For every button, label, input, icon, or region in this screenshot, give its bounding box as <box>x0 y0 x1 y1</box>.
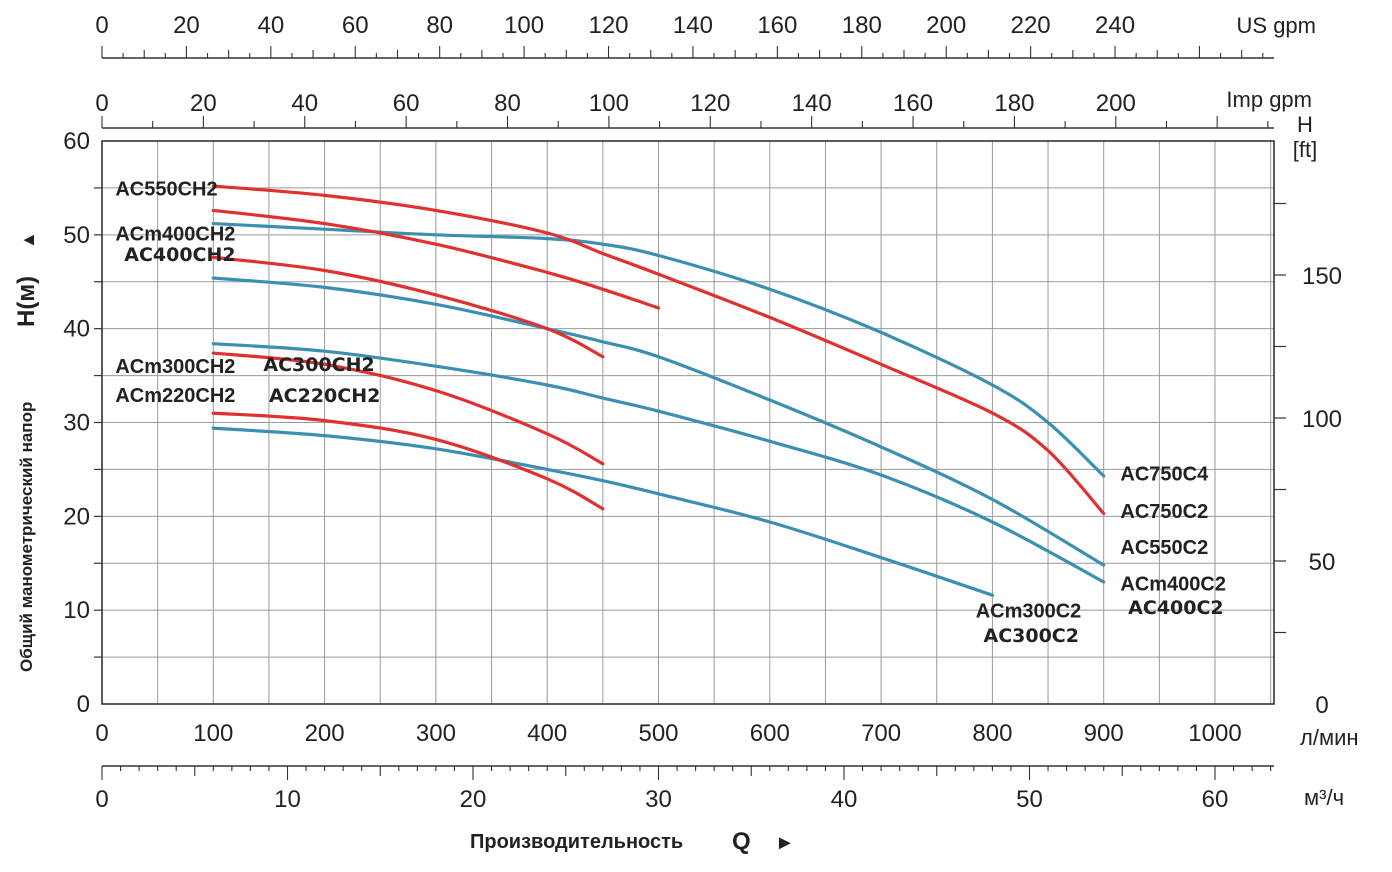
m3h-unit: м³/ч <box>1304 785 1344 810</box>
m3h-tick-label: 10 <box>274 786 301 813</box>
m3h-tick-label: 60 <box>1202 786 1229 813</box>
impgpm-tick-label: 100 <box>589 90 629 117</box>
usgpm-tick-label: 200 <box>926 12 966 39</box>
x-lmin-tick-label: 300 <box>416 720 456 747</box>
ft-tick-label: 50 <box>1309 549 1336 576</box>
y-tick-label: 40 <box>63 316 90 343</box>
curve-label-acm300ch2: ACm300CH2 <box>115 356 235 378</box>
usgpm-tick-label: 40 <box>257 12 284 39</box>
y-axis-arrow: ▲ <box>18 231 38 249</box>
usgpm-tick-label: 60 <box>342 12 369 39</box>
x-lmin-tick-label: 100 <box>193 720 233 747</box>
y-tick-label: 0 <box>77 691 90 718</box>
x-axis-arrow: ► <box>775 832 795 854</box>
y-axis-title: Общий манометрический напор <box>17 402 36 672</box>
series-line-ac750c4 <box>211 221 1106 478</box>
impgpm-tick-label: 140 <box>792 90 832 117</box>
ft-unit-top: H <box>1297 112 1313 137</box>
usgpm-tick-label: 100 <box>504 12 544 39</box>
y-axis-symbol: H(м) <box>13 276 40 327</box>
series-lines <box>211 184 1106 597</box>
curve-label-ac550ch2: AC550CH2 <box>115 178 217 200</box>
y-tick-label: 60 <box>63 128 90 155</box>
m3h-tick-label: 20 <box>460 786 487 813</box>
curve-label-ac400c2: AC400C2 <box>1128 597 1223 619</box>
impgpm-tick-label: 120 <box>690 90 730 117</box>
x-lmin-tick-label: 0 <box>95 720 108 747</box>
usgpm-unit: US gpm <box>1237 13 1316 38</box>
curve-label-acm220ch2: ACm220CH2 <box>115 385 235 407</box>
series-line-acm300c2 <box>211 426 994 597</box>
y-tick-label: 30 <box>63 410 90 437</box>
usgpm-tick-label: 80 <box>426 12 453 39</box>
ft-tick-label: 150 <box>1302 263 1342 290</box>
usgpm-tick-label: 20 <box>173 12 200 39</box>
curve-label-ac300c2: AC300C2 <box>983 625 1078 647</box>
usgpm-tick-label: 0 <box>95 12 108 39</box>
x-axis-symbol: Q <box>732 828 751 855</box>
x-lmin-tick-label: 200 <box>305 720 345 747</box>
curve-label-ac400ch2: AC400CH2 <box>124 244 235 266</box>
series-line-acm400c2 <box>211 342 1106 584</box>
m3h-tick-label: 50 <box>1016 786 1043 813</box>
series-line-ac550ch2 <box>211 208 661 310</box>
x-lmin-tick-label: 600 <box>750 720 790 747</box>
ft-tick-label: 100 <box>1302 406 1342 433</box>
curve-label-ac220ch2: AC220CH2 <box>269 385 380 407</box>
x-lmin-unit: л/мин <box>1300 725 1359 750</box>
curve-label-ac300ch2: AC300CH2 <box>263 354 374 376</box>
curve-label-acm300c2: ACm300C2 <box>976 601 1082 623</box>
x-lmin-tick-label: 400 <box>527 720 567 747</box>
impgpm-unit: Imp gpm <box>1226 87 1312 112</box>
series-line-ac750c2 <box>211 184 1106 516</box>
impgpm-tick-label: 0 <box>95 90 108 117</box>
series-line-acm300ch2 <box>211 351 605 466</box>
impgpm-tick-label: 80 <box>494 90 521 117</box>
m3h-tick-label: 30 <box>645 786 672 813</box>
usgpm-tick-label: 120 <box>588 12 628 39</box>
ft-unit-bottom: [ft] <box>1293 137 1317 162</box>
m3h-tick-label: 0 <box>95 786 108 813</box>
impgpm-tick-label: 60 <box>393 90 420 117</box>
x-lmin-tick-label: 700 <box>861 720 901 747</box>
curve-label-ac550c2: AC550C2 <box>1120 537 1208 559</box>
curve-label-ac750c4: AC750C4 <box>1120 464 1209 486</box>
series-line-acm400ch2 <box>211 255 605 359</box>
x-lmin-tick-label: 1000 <box>1188 720 1241 747</box>
x-lmin-tick-label: 500 <box>638 720 678 747</box>
impgpm-tick-label: 160 <box>893 90 933 117</box>
y-tick-label: 50 <box>63 222 90 249</box>
curve-label-ac750c2: AC750C2 <box>1120 501 1208 523</box>
impgpm-tick-label: 200 <box>1096 90 1136 117</box>
usgpm-tick-label: 140 <box>673 12 713 39</box>
series-line-ac550c2 <box>211 276 1106 567</box>
x-axis-title: Производительность <box>470 831 683 853</box>
impgpm-tick-label: 20 <box>190 90 217 117</box>
usgpm-tick-label: 160 <box>757 12 797 39</box>
usgpm-tick-label: 180 <box>842 12 882 39</box>
impgpm-tick-label: 180 <box>994 90 1034 117</box>
curve-label-acm400ch2: ACm400CH2 <box>115 223 235 245</box>
ft-tick-label: 0 <box>1315 692 1328 719</box>
series-line-acm220ch2 <box>211 411 605 511</box>
x-lmin-tick-label: 800 <box>972 720 1012 747</box>
impgpm-tick-label: 40 <box>291 90 318 117</box>
usgpm-tick-label: 220 <box>1011 12 1051 39</box>
x-lmin-tick-label: 900 <box>1084 720 1124 747</box>
usgpm-tick-label: 240 <box>1095 12 1135 39</box>
curve-label-acm400c2: ACm400C2 <box>1120 573 1226 595</box>
y-tick-label: 10 <box>63 597 90 624</box>
y-tick-label: 20 <box>63 503 90 530</box>
m3h-tick-label: 40 <box>831 786 858 813</box>
